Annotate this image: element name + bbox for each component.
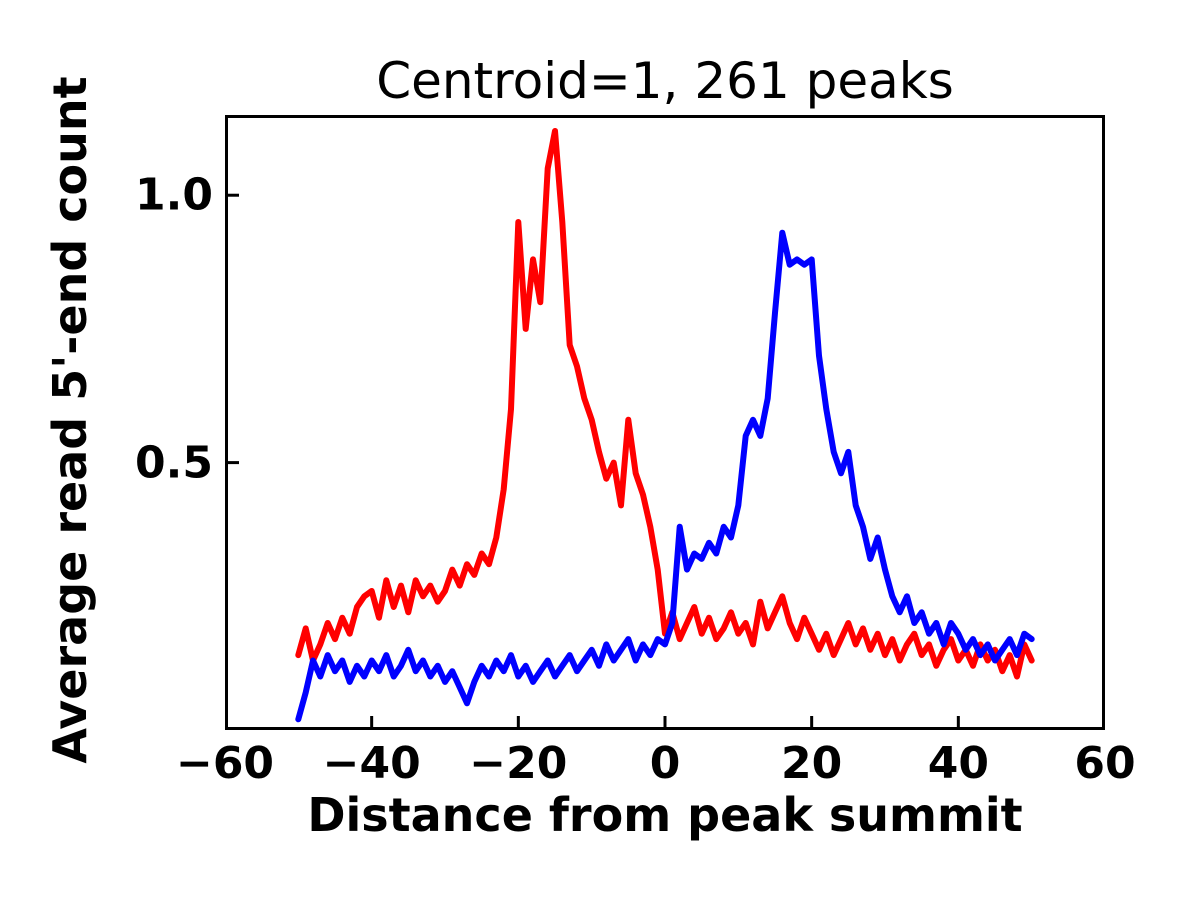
plot-area bbox=[225, 115, 1105, 730]
y-tick-label: 1.0 bbox=[135, 169, 213, 221]
x-tick-label: 20 bbox=[781, 738, 843, 789]
x-tick-label: −60 bbox=[175, 738, 275, 789]
x-tick-label: 0 bbox=[649, 738, 681, 789]
x-axis-label: Distance from peak summit bbox=[307, 788, 1023, 842]
y-axis-label: Average read 5'-end count bbox=[43, 76, 97, 764]
axes-frame bbox=[225, 115, 1105, 730]
red-series-line bbox=[295, 128, 1035, 680]
plot-canvas bbox=[225, 115, 1105, 730]
blue-series-line bbox=[295, 229, 1035, 723]
x-tick-label: −40 bbox=[322, 738, 421, 789]
x-tick-label: 60 bbox=[1074, 738, 1136, 789]
chart-title: Centroid=1, 261 peaks bbox=[376, 52, 954, 110]
x-tick-label: −20 bbox=[469, 738, 568, 789]
x-tick-label: 40 bbox=[927, 738, 989, 789]
y-tick-label: 0.5 bbox=[135, 437, 213, 489]
